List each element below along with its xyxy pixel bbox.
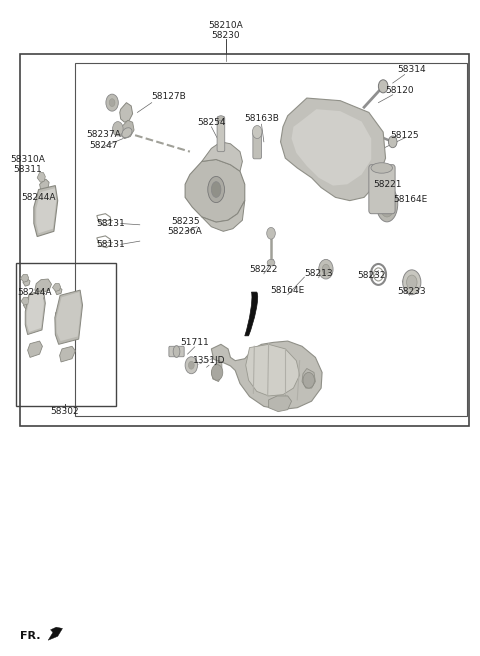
Text: 58131: 58131	[97, 240, 126, 249]
Polygon shape	[34, 291, 44, 302]
Polygon shape	[291, 109, 371, 186]
Circle shape	[378, 80, 388, 93]
Bar	[75, 64, 467, 416]
Polygon shape	[23, 279, 30, 286]
Polygon shape	[202, 201, 245, 232]
Circle shape	[106, 94, 118, 111]
Text: 58314: 58314	[397, 66, 426, 75]
Circle shape	[109, 98, 115, 106]
Ellipse shape	[379, 191, 395, 217]
Polygon shape	[302, 369, 315, 388]
Polygon shape	[21, 274, 29, 282]
Text: 58163B: 58163B	[244, 114, 279, 123]
Text: 58125: 58125	[390, 131, 419, 140]
Text: 58244A: 58244A	[22, 193, 56, 202]
Polygon shape	[185, 159, 245, 222]
Polygon shape	[21, 297, 29, 305]
Text: 58235
58236A: 58235 58236A	[168, 217, 203, 236]
Polygon shape	[34, 186, 58, 237]
Polygon shape	[35, 279, 51, 293]
Text: 58127B: 58127B	[152, 92, 186, 100]
Circle shape	[252, 125, 262, 138]
Polygon shape	[28, 341, 42, 358]
Text: 58302: 58302	[50, 407, 79, 416]
Text: 58232: 58232	[357, 271, 385, 280]
Text: 58310A
58311: 58310A 58311	[10, 155, 45, 174]
FancyBboxPatch shape	[169, 346, 184, 357]
Text: 58131: 58131	[97, 219, 126, 228]
Text: 58221: 58221	[374, 180, 402, 189]
Text: 1351JD: 1351JD	[193, 356, 225, 365]
Polygon shape	[202, 142, 242, 171]
FancyBboxPatch shape	[253, 132, 262, 159]
Circle shape	[113, 121, 123, 136]
Text: FR.: FR.	[21, 631, 41, 642]
Polygon shape	[246, 344, 300, 396]
Polygon shape	[56, 292, 81, 341]
Polygon shape	[55, 290, 83, 344]
Polygon shape	[60, 346, 75, 362]
Polygon shape	[281, 98, 385, 201]
Text: 58164E: 58164E	[394, 195, 428, 205]
Text: 58254: 58254	[197, 117, 226, 127]
Text: 58164E: 58164E	[271, 285, 305, 295]
Text: 58210A
58230: 58210A 58230	[208, 21, 243, 41]
Ellipse shape	[211, 182, 221, 197]
Text: 58222: 58222	[250, 265, 278, 274]
Polygon shape	[39, 179, 49, 191]
Polygon shape	[48, 627, 62, 640]
FancyBboxPatch shape	[217, 116, 225, 152]
Ellipse shape	[403, 270, 421, 295]
Circle shape	[267, 228, 276, 239]
Bar	[16, 262, 116, 406]
Polygon shape	[120, 120, 134, 138]
Circle shape	[211, 365, 223, 380]
Polygon shape	[52, 283, 60, 291]
Text: 58120: 58120	[385, 87, 414, 95]
Ellipse shape	[173, 346, 180, 358]
Text: 51711: 51711	[180, 338, 209, 347]
Bar	[21, 54, 469, 426]
Circle shape	[185, 357, 198, 374]
Ellipse shape	[323, 264, 329, 274]
Polygon shape	[27, 292, 44, 332]
Ellipse shape	[122, 128, 132, 138]
Text: 58213: 58213	[304, 268, 333, 277]
Ellipse shape	[217, 115, 224, 121]
Ellipse shape	[407, 275, 417, 289]
Polygon shape	[25, 290, 45, 335]
Polygon shape	[211, 341, 322, 409]
Text: 58237A
58247: 58237A 58247	[86, 130, 121, 150]
Text: 58244A: 58244A	[18, 287, 52, 297]
Circle shape	[189, 361, 194, 369]
Polygon shape	[211, 361, 222, 382]
Ellipse shape	[267, 259, 275, 266]
Text: 58233: 58233	[397, 287, 426, 296]
Circle shape	[303, 373, 314, 388]
Polygon shape	[120, 102, 132, 122]
Ellipse shape	[319, 259, 333, 279]
Polygon shape	[269, 396, 291, 411]
Polygon shape	[24, 302, 31, 309]
Ellipse shape	[371, 163, 393, 173]
Circle shape	[388, 136, 397, 148]
Polygon shape	[55, 287, 62, 295]
Ellipse shape	[208, 176, 225, 203]
Ellipse shape	[376, 186, 398, 222]
Polygon shape	[55, 310, 62, 318]
FancyBboxPatch shape	[369, 165, 395, 214]
Polygon shape	[36, 188, 56, 234]
Ellipse shape	[253, 131, 261, 137]
Polygon shape	[37, 173, 45, 182]
PathPatch shape	[245, 292, 258, 336]
